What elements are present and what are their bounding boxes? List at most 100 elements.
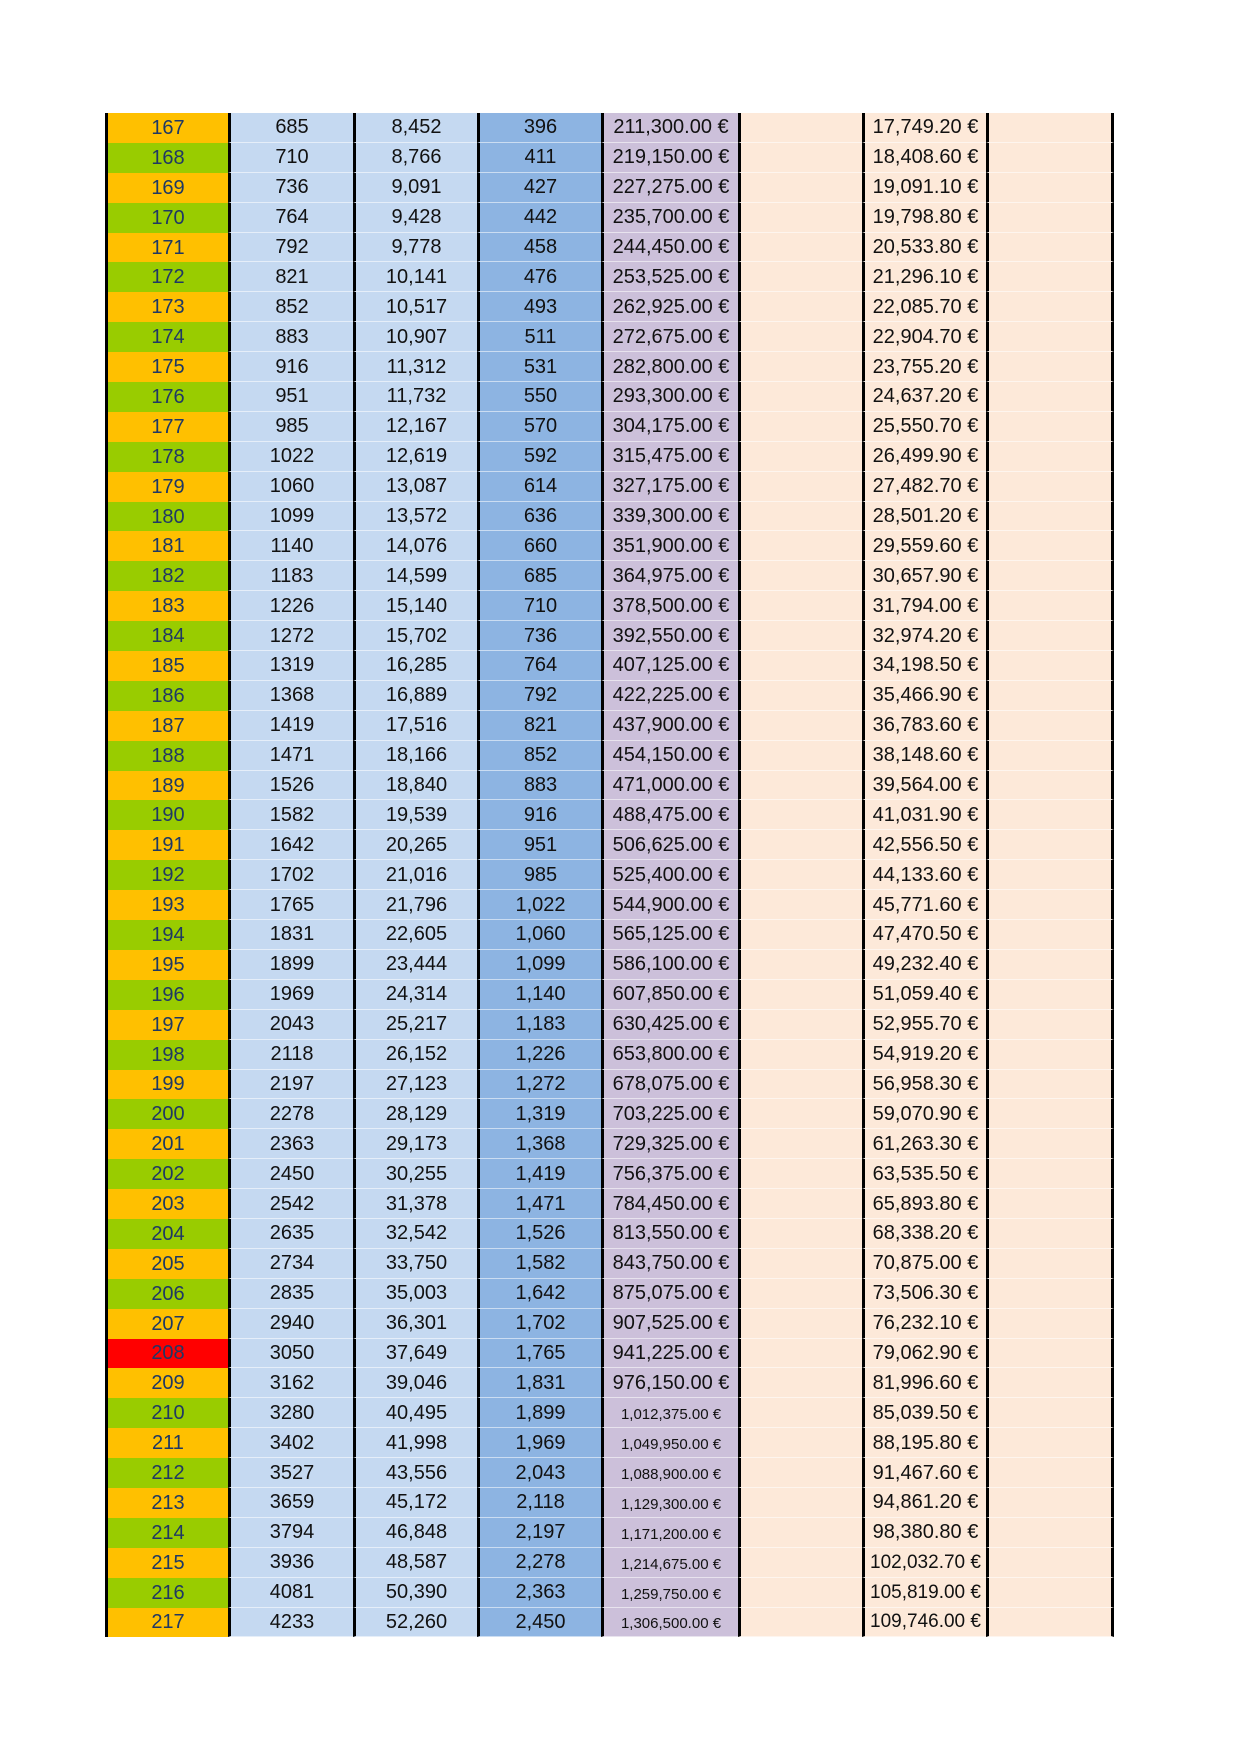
- euro-amount-cell: 407,125.00 €: [601, 651, 738, 681]
- value-cell-d: 821: [477, 710, 601, 741]
- euro-total-cell: 88,195.80 €: [862, 1428, 986, 1459]
- empty-cell: [986, 232, 1114, 263]
- table-row: 201 2363 29,173 1,368 729,325.00 € 61,263.30 …: [105, 1129, 1114, 1160]
- table-row: 169 736 9,091 427 227,275.00 € 19,091.10 €: [105, 172, 1114, 203]
- value-cell-c: 11,732: [353, 382, 477, 412]
- empty-cell: [738, 1009, 862, 1040]
- table-row: 178 1022 12,619 592 315,475.00 € 26,499.90 €: [105, 441, 1114, 472]
- table-row: 184 1272 15,702 736 392,550.00 € 32,974.20 €: [105, 621, 1114, 652]
- value-cell-d: 852: [477, 740, 601, 771]
- value-cell-b: 1368: [228, 680, 353, 711]
- level-cell: 195: [105, 949, 228, 980]
- euro-amount-cell: 630,425.00 €: [601, 1009, 738, 1040]
- euro-total-cell: 79,062.90 €: [862, 1338, 986, 1369]
- value-cell-b: 1319: [228, 651, 353, 681]
- empty-cell: [986, 1189, 1114, 1219]
- value-cell-b: 736: [228, 172, 353, 203]
- empty-cell: [986, 262, 1114, 293]
- value-cell-d: 1,642: [477, 1278, 601, 1309]
- value-cell-c: 21,016: [353, 860, 477, 891]
- value-cell-c: 23,444: [353, 949, 477, 980]
- value-cell-c: 10,907: [353, 322, 477, 353]
- value-cell-c: 52,260: [353, 1607, 477, 1638]
- empty-cell: [738, 770, 862, 801]
- value-cell-b: 710: [228, 142, 353, 173]
- euro-total-cell: 51,059.40 €: [862, 979, 986, 1010]
- value-cell-c: 25,217: [353, 1009, 477, 1040]
- value-cell-d: 736: [477, 621, 601, 652]
- empty-cell: [986, 411, 1114, 442]
- empty-cell: [986, 292, 1114, 323]
- empty-cell: [738, 860, 862, 891]
- euro-total-cell: 54,919.20 €: [862, 1039, 986, 1070]
- value-cell-b: 685: [228, 113, 353, 143]
- euro-amount-cell: 976,150.00 €: [601, 1368, 738, 1399]
- empty-cell: [986, 1129, 1114, 1160]
- empty-cell: [738, 621, 862, 652]
- value-cell-b: 821: [228, 262, 353, 293]
- euro-amount-cell: 219,150.00 €: [601, 142, 738, 173]
- table-row: 173 852 10,517 493 262,925.00 € 22,085.70 €: [105, 292, 1114, 323]
- value-cell-d: 570: [477, 411, 601, 442]
- empty-cell: [986, 1218, 1114, 1249]
- level-cell: 187: [105, 710, 228, 741]
- empty-cell: [986, 1039, 1114, 1070]
- empty-cell: [738, 292, 862, 323]
- value-cell-c: 26,152: [353, 1039, 477, 1070]
- euro-amount-cell: 1,171,200.00 €: [601, 1517, 738, 1548]
- level-cell: 180: [105, 501, 228, 532]
- euro-total-cell: 22,085.70 €: [862, 292, 986, 323]
- level-cell: 216: [105, 1577, 228, 1608]
- euro-total-cell: 27,482.70 €: [862, 471, 986, 502]
- euro-total-cell: 59,070.90 €: [862, 1099, 986, 1130]
- value-cell-d: 1,319: [477, 1099, 601, 1130]
- value-cell-d: 2,118: [477, 1487, 601, 1518]
- value-cell-b: 3794: [228, 1517, 353, 1548]
- empty-cell: [738, 1159, 862, 1190]
- table-row: 176 951 11,732 550 293,300.00 € 24,637.20 €: [105, 382, 1114, 412]
- euro-total-cell: 42,556.50 €: [862, 830, 986, 861]
- empty-cell: [986, 1607, 1114, 1638]
- value-cell-d: 883: [477, 770, 601, 801]
- euro-total-cell: 91,467.60 €: [862, 1458, 986, 1488]
- euro-amount-cell: 437,900.00 €: [601, 710, 738, 741]
- euro-amount-cell: 1,129,300.00 €: [601, 1487, 738, 1518]
- euro-total-cell: 23,755.20 €: [862, 352, 986, 383]
- value-cell-d: 1,419: [477, 1159, 601, 1190]
- value-cell-d: 2,043: [477, 1458, 601, 1488]
- empty-cell: [738, 441, 862, 472]
- euro-total-cell: 36,783.60 €: [862, 710, 986, 741]
- level-cell: 199: [105, 1069, 228, 1100]
- table-row: 215 3936 48,587 2,278 1,214,675.00 € 102,032.…: [105, 1547, 1114, 1578]
- table-row: 194 1831 22,605 1,060 565,125.00 € 47,470.50 …: [105, 920, 1114, 950]
- value-cell-b: 2835: [228, 1278, 353, 1309]
- level-cell: 198: [105, 1039, 228, 1070]
- value-cell-d: 396: [477, 113, 601, 143]
- empty-cell: [986, 770, 1114, 801]
- euro-amount-cell: 235,700.00 €: [601, 202, 738, 233]
- empty-cell: [738, 172, 862, 203]
- value-cell-b: 1582: [228, 800, 353, 831]
- euro-amount-cell: 253,525.00 €: [601, 262, 738, 293]
- value-cell-b: 2734: [228, 1248, 353, 1279]
- euro-amount-cell: 813,550.00 €: [601, 1218, 738, 1249]
- euro-total-cell: 25,550.70 €: [862, 411, 986, 442]
- euro-amount-cell: 351,900.00 €: [601, 531, 738, 562]
- empty-cell: [738, 531, 862, 562]
- level-cell: 168: [105, 142, 228, 173]
- value-cell-b: 1969: [228, 979, 353, 1010]
- empty-cell: [986, 1458, 1114, 1488]
- empty-cell: [738, 1218, 862, 1249]
- value-cell-d: 951: [477, 830, 601, 861]
- empty-cell: [986, 800, 1114, 831]
- value-cell-c: 24,314: [353, 979, 477, 1010]
- value-cell-b: 2118: [228, 1039, 353, 1070]
- value-cell-c: 22,605: [353, 920, 477, 950]
- empty-cell: [986, 621, 1114, 652]
- euro-amount-cell: 1,049,950.00 €: [601, 1428, 738, 1459]
- value-cell-c: 9,778: [353, 232, 477, 263]
- empty-cell: [738, 113, 862, 143]
- level-cell: 182: [105, 561, 228, 592]
- value-cell-d: 2,278: [477, 1547, 601, 1578]
- empty-cell: [986, 142, 1114, 173]
